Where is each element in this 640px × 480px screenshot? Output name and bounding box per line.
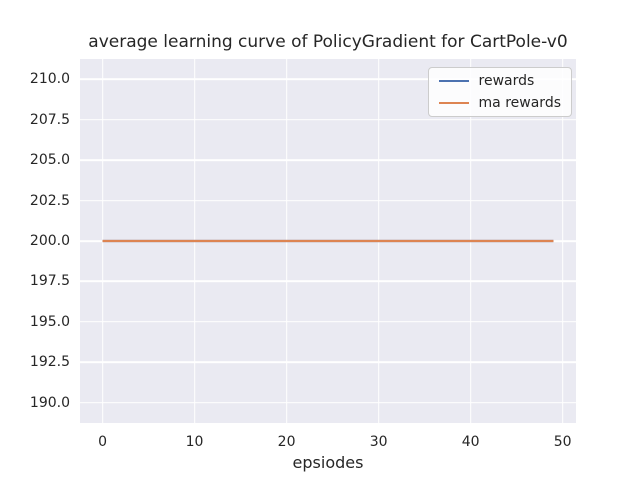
x-tick-label: 10: [185, 434, 204, 450]
y-tick-label: 197.5: [29, 273, 70, 290]
legend-item: rewards: [438, 73, 561, 89]
y-gridline: [80, 159, 576, 161]
legend-label: rewards: [478, 73, 535, 89]
legend-label: ma rewards: [478, 95, 561, 111]
line-series-svg: [80, 59, 576, 423]
legend-line-swatch: [438, 101, 469, 105]
chart-title: average learning curve of PolicyGradient…: [88, 32, 568, 52]
legend-item: ma rewards: [438, 95, 561, 111]
y-axis-tick-labels: 190.0 192.5 195.0 197.5 200.0 202.5 205.0 207.5…: [0, 59, 70, 423]
y-gridline: [80, 280, 576, 283]
x-axis-label: epsiodes: [292, 453, 364, 472]
x-tick-label: 50: [553, 434, 572, 450]
y-tick-label: 202.5: [29, 192, 70, 209]
y-gridline: [80, 401, 576, 404]
y-tick-label: 195.0: [29, 313, 70, 330]
x-tick-label: 0: [98, 434, 107, 450]
y-tick-label: 205.0: [29, 152, 70, 169]
plot-area: rewards ma rewards: [80, 59, 576, 423]
y-gridline: [80, 78, 576, 81]
legend: rewards ma rewards: [427, 67, 572, 117]
y-gridline: [80, 321, 576, 323]
y-tick-label: 192.5: [29, 354, 70, 371]
y-gridline: [80, 118, 576, 121]
legend-line-swatch: [438, 79, 469, 83]
x-tick-label: 30: [369, 434, 388, 450]
y-tick-label: 200.0: [29, 233, 70, 249]
y-tick-label: 190.0: [29, 394, 70, 411]
x-axis-tick-labels: 0 10 20 30 40 50: [80, 423, 576, 450]
x-tick-label: 40: [461, 434, 480, 450]
y-tick-label: 210.0: [29, 71, 70, 88]
y-tick-label: 207.5: [29, 111, 70, 128]
y-gridline: [80, 361, 576, 364]
x-tick-label: 20: [277, 434, 296, 450]
y-gridline: [80, 199, 576, 202]
